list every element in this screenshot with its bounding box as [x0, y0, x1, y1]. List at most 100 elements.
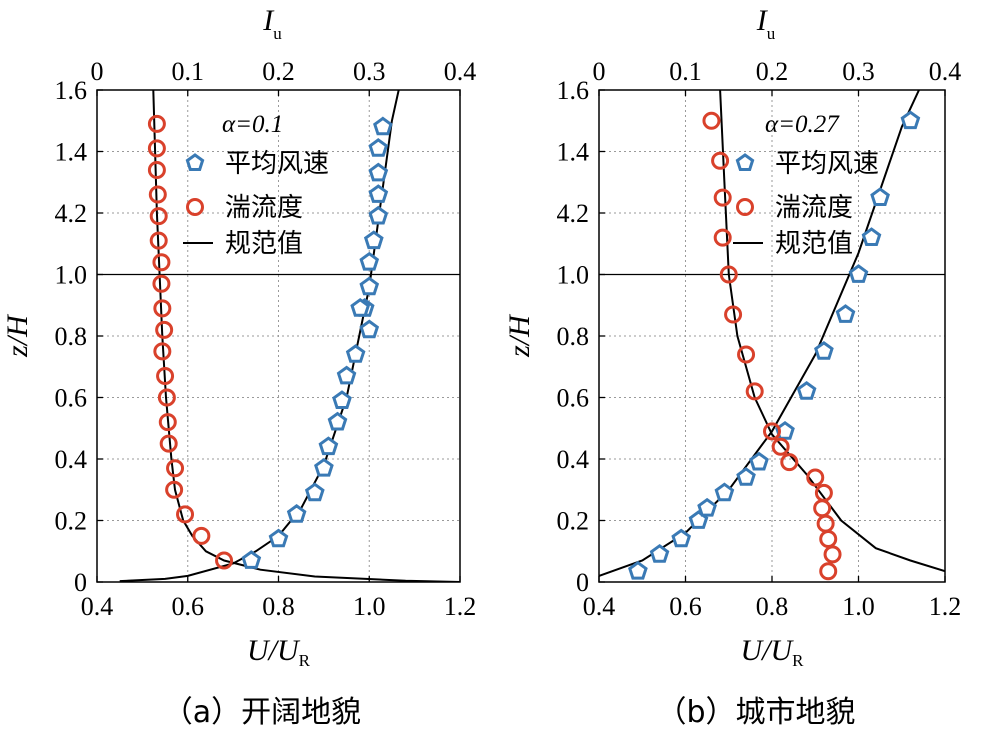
point-mean-wind-speed	[628, 560, 648, 580]
x-tick-label: 0.4	[583, 592, 616, 621]
legend-label: 湍流度	[225, 193, 303, 223]
panel-caption: （a）开阔地貌	[163, 695, 361, 730]
x2-axis-label: Iu	[262, 4, 282, 43]
x2-tick-label: 0.1	[669, 57, 702, 86]
y-tick-label: 1.6	[55, 76, 88, 105]
point-turbulence-intensity	[713, 228, 732, 247]
point-turbulence-intensity	[147, 160, 166, 179]
point-turbulence-intensity	[155, 320, 174, 339]
legend-marker-circle	[736, 198, 754, 216]
y-tick-label: 0	[576, 568, 589, 597]
point-turbulence-intensity	[149, 231, 168, 250]
legend-label: 湍流度	[775, 193, 853, 223]
point-turbulence-intensity	[148, 185, 167, 204]
legend-marker-pentagon	[735, 153, 755, 171]
point-mean-wind-speed	[314, 457, 334, 477]
x2-tick-label: 0	[593, 57, 606, 86]
point-mean-wind-speed	[368, 162, 389, 182]
point-mean-wind-speed	[327, 411, 348, 431]
x-tick-label: 1.2	[444, 592, 477, 621]
point-turbulence-intensity	[763, 422, 781, 441]
y-axis-label: z/H	[1, 313, 34, 358]
panel-b: 0.4 0.6 0.8 1.0 1.20 0.1 0.2 0.3 0.400.20.40.60.…	[503, 4, 961, 730]
legend-marker-pentagon	[185, 153, 205, 171]
point-turbulence-intensity	[771, 437, 790, 456]
x-tick-label: 0.6	[172, 592, 205, 621]
point-mean-wind-speed	[649, 543, 670, 563]
point-turbulence-intensity	[152, 274, 171, 293]
y-tick-label: 1.0	[55, 261, 88, 290]
y-axis-label: z/H	[503, 313, 536, 358]
y-tick-label: 0.6	[557, 384, 590, 413]
point-mean-wind-speed	[368, 205, 389, 225]
point-turbulence-intensity	[147, 114, 166, 133]
point-mean-wind-speed	[304, 482, 325, 502]
point-mean-wind-speed	[359, 276, 380, 296]
alpha-annotation: α=0.1	[222, 111, 283, 138]
x-axis-label: U/UR	[247, 634, 311, 670]
legend-label: 规范值	[225, 229, 303, 259]
point-mean-wind-speed	[359, 251, 380, 271]
point-turbulence-intensity	[713, 188, 732, 207]
alpha-annotation: α=0.27	[765, 111, 840, 138]
y-tick-label: 1.4	[55, 138, 88, 167]
point-turbulence-intensity	[166, 459, 185, 478]
point-turbulence-intensity	[737, 345, 756, 364]
point-turbulence-intensity	[157, 388, 176, 407]
point-turbulence-intensity	[719, 265, 738, 284]
point-mean-wind-speed	[749, 451, 769, 471]
x-tick-label: 0.8	[756, 592, 789, 621]
point-mean-wind-speed	[736, 467, 756, 486]
y-tick-label: 4.2	[55, 199, 88, 228]
point-turbulence-intensity	[153, 299, 172, 318]
point-mean-wind-speed	[796, 381, 817, 400]
point-turbulence-intensity	[147, 139, 166, 158]
y-tick-label: 0.2	[557, 507, 590, 536]
x-tick-label: 0.4	[81, 592, 114, 621]
panel-a: 0.4 0.6 0.8 1.0 1.20 0.1 0.2 0.3 0.400.20.40.60.…	[1, 4, 476, 730]
point-turbulence-intensity	[816, 514, 835, 533]
point-turbulence-intensity	[711, 151, 730, 170]
legend-label: 平均风速	[775, 149, 879, 179]
x2-tick-label: 0.3	[842, 57, 875, 86]
y-tick-label: 1.6	[557, 76, 590, 105]
point-mean-wind-speed	[350, 297, 371, 317]
point-turbulence-intensity	[192, 526, 211, 545]
point-mean-wind-speed	[332, 390, 352, 409]
point-turbulence-intensity	[724, 305, 743, 324]
x-axis-label: U/UR	[740, 634, 804, 670]
point-turbulence-intensity	[153, 342, 172, 361]
point-turbulence-intensity	[152, 253, 171, 272]
panel-caption: （b）城市地貌	[656, 695, 855, 730]
legend-label: 规范值	[775, 229, 853, 259]
x-tick-label: 1.2	[929, 592, 962, 621]
point-mean-wind-speed	[345, 344, 366, 363]
legend-label: 平均风速	[225, 149, 329, 179]
y-tick-label: 0.2	[55, 507, 88, 536]
x2-tick-label: 0	[91, 57, 104, 86]
point-mean-wind-speed	[359, 319, 380, 339]
point-mean-wind-speed	[318, 436, 339, 456]
x-tick-label: 0.8	[262, 592, 295, 621]
y-tick-label: 1.4	[557, 138, 590, 167]
point-mean-wind-speed	[373, 116, 393, 136]
point-mean-wind-speed	[835, 304, 856, 323]
x2-tick-label: 0.4	[444, 57, 477, 86]
point-mean-wind-speed	[714, 482, 735, 502]
y-tick-label: 1.0	[557, 261, 590, 290]
point-turbulence-intensity	[156, 366, 175, 385]
point-mean-wind-speed	[368, 138, 389, 157]
point-mean-wind-speed	[286, 504, 307, 523]
x2-tick-label: 0.4	[929, 57, 962, 86]
x-tick-label: 0.6	[669, 592, 702, 621]
point-turbulence-intensity	[159, 434, 178, 453]
point-turbulence-intensity	[176, 505, 195, 524]
point-turbulence-intensity	[823, 545, 842, 564]
x2-tick-label: 0.3	[353, 57, 386, 86]
point-turbulence-intensity	[819, 562, 838, 581]
y-tick-label: 0	[74, 568, 87, 597]
point-turbulence-intensity	[745, 382, 764, 401]
point-mean-wind-speed	[870, 187, 890, 206]
point-turbulence-intensity	[806, 468, 825, 487]
